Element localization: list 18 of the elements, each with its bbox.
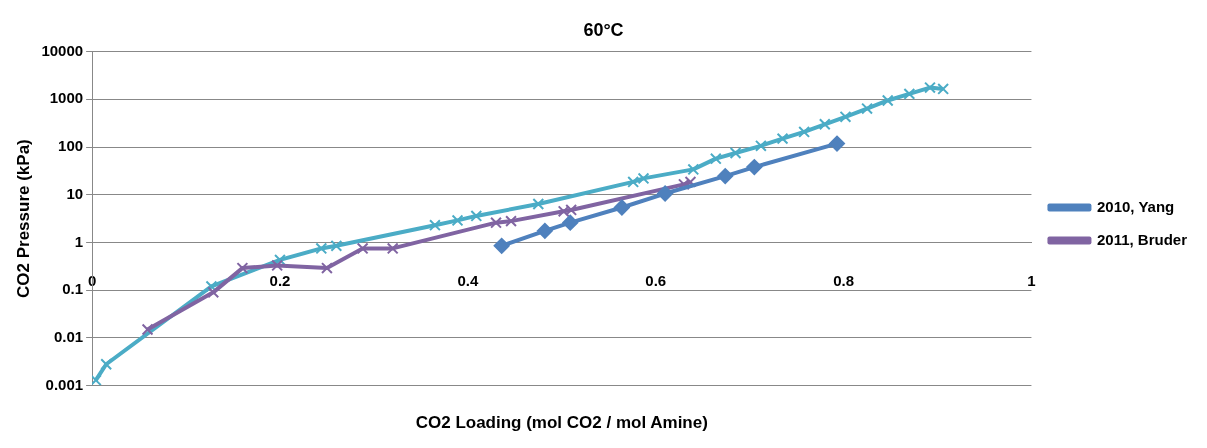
- y-tick-label: 100: [58, 137, 84, 155]
- y-tick-label: 10000: [41, 41, 84, 59]
- y-tick-label: 0.01: [53, 328, 84, 346]
- x-axis-title: CO2 Loading (mol CO2 / mol Amine): [415, 413, 708, 433]
- y-tick-label: 1000: [49, 89, 84, 107]
- legend-label: 2010, Yang: [1096, 197, 1175, 215]
- y-tick-label: 1: [74, 232, 84, 250]
- y-axis-title: CO2 Pressure (kPa): [13, 139, 33, 298]
- x-tick-label: 1: [1027, 271, 1036, 289]
- x-tick-label: 0.6: [645, 271, 667, 289]
- x-tick-label: 0.8: [833, 271, 855, 289]
- y-tick-label: 10: [66, 184, 84, 202]
- x-tick-label: 0.4: [457, 271, 479, 289]
- y-tick-label: 0.001: [45, 375, 84, 393]
- x-tick-label: 0.2: [269, 271, 291, 289]
- y-tick-label: 0.1: [62, 280, 84, 298]
- legend-label: 2011, Bruder: [1096, 230, 1188, 248]
- chart-title: 60°C: [583, 19, 624, 40]
